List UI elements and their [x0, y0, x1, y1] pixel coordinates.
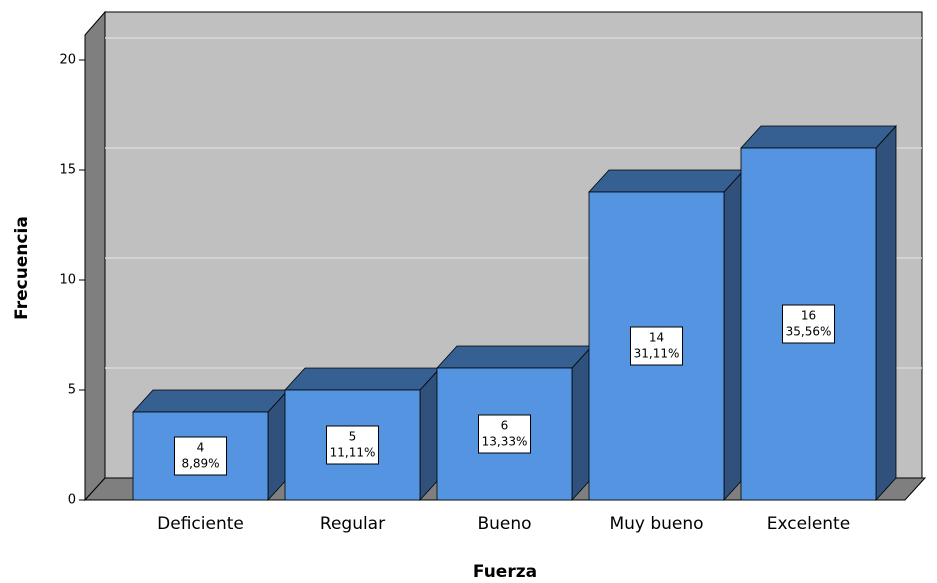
value-label-box	[630, 326, 683, 366]
y-tick-label: 20	[59, 53, 76, 68]
x-tick-label: Bueno	[477, 514, 531, 534]
percentage-label: 31,11%	[634, 347, 680, 361]
x-tick-label: Muy bueno	[609, 514, 703, 534]
percentage-label: 8,89%	[181, 457, 219, 471]
value-label: 5	[349, 430, 357, 444]
bar-group: 6 13,33%	[436, 344, 593, 502]
x-axis-title: Fuerza	[473, 562, 537, 582]
bar-top	[588, 169, 745, 193]
value-label-box	[782, 304, 835, 344]
bar-group: 5 11,11%	[284, 366, 441, 502]
value-label-box	[174, 436, 227, 476]
value-label: 6	[501, 419, 509, 433]
value-label: 4	[197, 441, 205, 455]
value-label: 16	[801, 309, 816, 323]
x-tick-label: Deficiente	[157, 514, 244, 534]
y-tick-label: 5	[68, 383, 76, 398]
bar-group: 14 31,11%	[588, 168, 745, 502]
bar-group: 16 35,56%	[740, 124, 897, 502]
left-wall	[84, 10, 106, 502]
bar-top	[740, 125, 897, 149]
value-label-box	[326, 425, 379, 465]
percentage-label: 35,56%	[786, 325, 832, 339]
bar-top	[436, 345, 593, 369]
value-label-box	[478, 414, 531, 454]
value-label: 14	[649, 331, 664, 345]
percentage-label: 11,11%	[330, 446, 376, 460]
x-tick-label: Excelente	[767, 514, 850, 534]
bar-top	[284, 367, 441, 391]
bars: 4 8,89% 5 11,11% 6 13,33% 14 31,11% 16 35,56%	[132, 124, 897, 502]
y-tick-label: 0	[68, 493, 76, 508]
bar-top	[132, 389, 289, 413]
percentage-label: 13,33%	[482, 435, 528, 449]
y-axis-title: Frecuencia	[12, 216, 32, 320]
y-tick-label: 10	[59, 273, 76, 288]
bar-group: 4 8,89%	[132, 388, 289, 502]
x-tick-label: Regular	[320, 514, 385, 534]
bar-side	[875, 124, 897, 502]
y-tick-label: 15	[59, 163, 76, 178]
